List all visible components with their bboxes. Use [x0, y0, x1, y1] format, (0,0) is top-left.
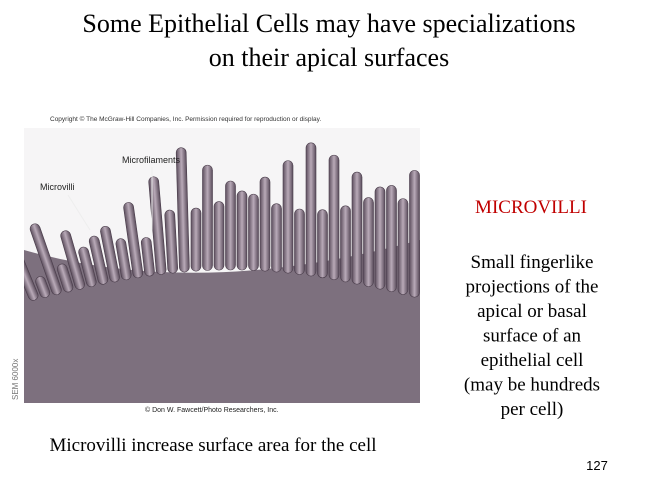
microvillus — [202, 164, 213, 271]
microvillus — [305, 142, 317, 277]
microvillus — [409, 170, 420, 298]
microvillus — [175, 147, 190, 273]
microvillus — [340, 205, 351, 283]
title-line: on their apical surfaces — [209, 43, 449, 72]
microvillus — [213, 201, 225, 271]
microvillus — [60, 230, 85, 290]
microvillus — [56, 263, 74, 293]
micrograph — [24, 128, 420, 403]
microvillus — [190, 207, 202, 272]
figure-label: Microvilli — [40, 182, 75, 192]
sidebar-line: apical or basal — [477, 301, 587, 322]
microvillus — [271, 203, 282, 273]
microvillus — [317, 209, 328, 279]
microvillus — [140, 237, 155, 277]
sidebar-line: per cell) — [501, 399, 564, 420]
copyright: Copyright © The McGraw-Hill Companies, I… — [50, 115, 321, 123]
microvillus — [29, 223, 62, 296]
microvillus — [236, 190, 248, 271]
sidebar-heading: MICROVILLI — [475, 197, 587, 218]
sidebar-line: epithelial cell — [481, 350, 584, 371]
magnification: SEM 6000x — [11, 359, 20, 400]
microvillus — [351, 171, 363, 285]
microvillus — [282, 160, 294, 274]
title-line: Some Epithelial Cells may have specializ… — [82, 9, 575, 38]
microvillus — [397, 198, 409, 295]
microvillus — [100, 225, 120, 283]
cell-body — [24, 240, 420, 403]
credit: © Don W. Fawcett/Photo Researchers, Inc. — [145, 406, 279, 414]
sidebar-line: (may be hundreds — [464, 375, 600, 396]
microvillus — [123, 202, 144, 279]
microvillus — [225, 180, 236, 271]
microvillus — [328, 154, 340, 281]
microvillus — [88, 235, 109, 285]
microvillus — [164, 209, 179, 274]
sidebar-line: projections of the — [466, 277, 599, 298]
microvillus — [78, 246, 97, 288]
sidebar-line: Small fingerlike — [471, 252, 594, 273]
microvillus — [374, 186, 386, 290]
sidebar-line: surface of an — [483, 326, 582, 347]
microvillus — [259, 176, 271, 272]
sidebar-text: Small fingerlike projections of the apical… — [464, 252, 600, 420]
microvillus — [386, 185, 397, 293]
microvillus — [294, 208, 305, 275]
microvillus — [115, 238, 132, 281]
caption: Microvilli increase surface area for the… — [49, 435, 376, 456]
microvillus — [24, 216, 39, 301]
label-pointer — [67, 194, 91, 231]
page-number: 127 — [586, 458, 608, 473]
microvillus — [363, 197, 374, 287]
microvillus — [248, 193, 259, 271]
microvillus — [35, 276, 51, 298]
figure-label: Microfilaments — [122, 155, 181, 165]
